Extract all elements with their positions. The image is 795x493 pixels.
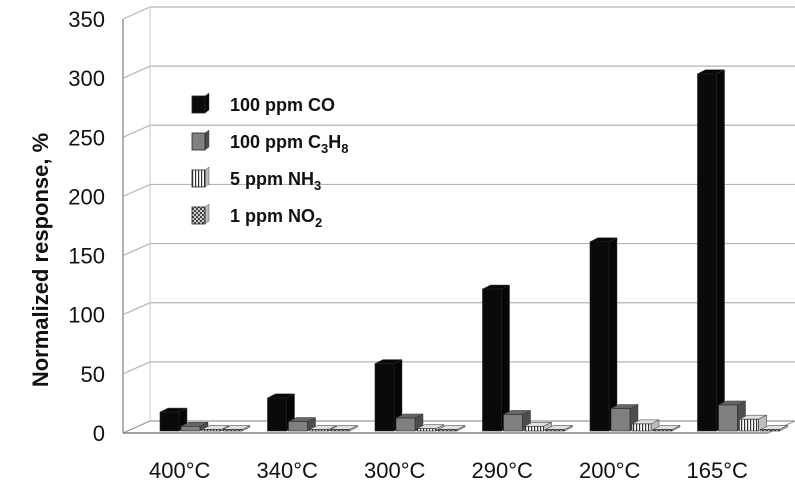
x-tick-label: 300°C xyxy=(364,458,426,483)
bar-front xyxy=(503,414,523,432)
bar-front xyxy=(374,363,395,432)
bar-front xyxy=(760,429,780,432)
y-axis-label: Normalized response, % xyxy=(28,133,53,387)
legend-swatch xyxy=(191,132,206,151)
bar xyxy=(589,237,618,432)
bar xyxy=(222,425,251,432)
bar xyxy=(545,425,573,432)
bar-front xyxy=(201,429,222,432)
y-tick-label: 200 xyxy=(68,184,105,209)
bar-front xyxy=(697,73,717,432)
x-tick-label: 200°C xyxy=(579,458,641,483)
bar-front xyxy=(437,429,458,432)
y-tick-label: 100 xyxy=(68,303,105,328)
y-tick-label: 250 xyxy=(68,125,105,150)
grid-line-side xyxy=(122,183,151,197)
legend-label: 100 ppm CO xyxy=(230,95,335,115)
bar xyxy=(437,425,466,432)
bar-front xyxy=(482,288,502,432)
legend-swatch xyxy=(191,169,206,188)
legend-item: 100 ppm C3H8 xyxy=(191,129,349,156)
legend-item: 100 ppm CO xyxy=(191,92,335,115)
bar-side xyxy=(501,284,510,432)
x-tick-labels: 400°C 340°C 300°C 290°C 200°C 165°C xyxy=(149,458,748,483)
legend-label: 100 ppm C3H8 xyxy=(230,132,349,156)
x-tick-label: 400°C xyxy=(149,458,211,483)
grid-line-side xyxy=(122,302,151,316)
bar-front xyxy=(524,425,544,432)
y-tick-label: 150 xyxy=(68,244,105,269)
legend-item: 1 ppm NO2 xyxy=(191,203,322,230)
bar-side xyxy=(608,237,618,432)
bar xyxy=(482,284,510,432)
legend-swatch xyxy=(191,206,206,225)
bar-front xyxy=(718,404,738,432)
legend-swatch-side xyxy=(204,166,210,188)
y-tick-label: 300 xyxy=(68,66,105,91)
bar-front xyxy=(222,429,243,432)
y-tick-label: 50 xyxy=(81,362,105,387)
bar xyxy=(330,425,358,432)
grid-line-side xyxy=(122,243,151,257)
bar xyxy=(524,421,552,432)
bar-side xyxy=(716,69,725,432)
bar-front xyxy=(416,428,437,432)
grid-line-side xyxy=(122,124,151,138)
bar xyxy=(374,359,403,432)
bar-front xyxy=(589,241,610,432)
y-tick-label: 350 xyxy=(68,7,105,32)
bar xyxy=(739,414,767,432)
bar xyxy=(760,425,788,432)
bar-front xyxy=(652,429,673,432)
bar-front xyxy=(631,423,652,432)
bar-front xyxy=(610,408,631,432)
axes xyxy=(122,7,795,434)
bars xyxy=(159,69,788,432)
y-tick-labels: 0 50 100 150 200 250 300 350 xyxy=(68,7,105,446)
grid-line-side xyxy=(122,361,151,375)
legend: 100 ppm CO 100 ppm C3H8 5 ppm NH3 1 ppm NO2 xyxy=(191,92,349,230)
x-tick-label: 340°C xyxy=(257,458,319,483)
bar-front xyxy=(267,397,287,432)
legend-swatch-side xyxy=(204,129,210,151)
grid-line-side xyxy=(122,6,151,20)
bar xyxy=(395,413,424,432)
bar-front xyxy=(395,417,416,432)
legend-label: 1 ppm NO2 xyxy=(230,206,322,230)
legend-label: 5 ppm NH3 xyxy=(230,169,321,193)
x-tick-label: 165°C xyxy=(687,458,749,483)
legend-swatch-side xyxy=(204,92,210,114)
y-tick-label: 0 xyxy=(93,421,105,446)
grid-lines xyxy=(122,6,795,434)
bar xyxy=(652,425,681,432)
x-tick-label: 290°C xyxy=(472,458,534,483)
bar-front xyxy=(739,418,759,432)
bar-front xyxy=(309,429,329,432)
grid-line-side xyxy=(122,65,151,79)
bar-front xyxy=(288,421,308,432)
legend-swatch-side xyxy=(204,203,210,225)
bar-front xyxy=(545,429,565,432)
bar-front xyxy=(330,429,350,432)
bar-front xyxy=(180,425,201,432)
bar-front xyxy=(159,411,180,432)
bar xyxy=(697,69,725,432)
legend-swatch xyxy=(191,95,206,114)
legend-item: 5 ppm NH3 xyxy=(191,166,321,193)
